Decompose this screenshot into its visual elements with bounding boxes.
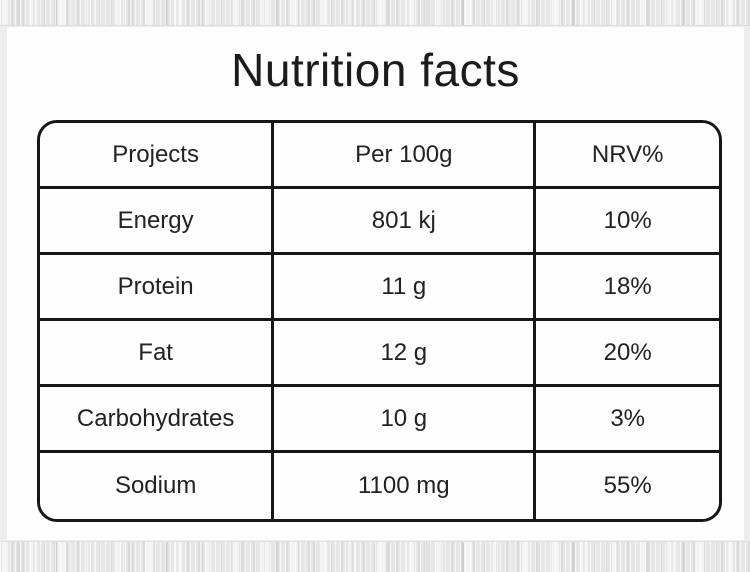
header-cell-projects: Projects: [40, 123, 275, 189]
cell-carbohydrates-per-100g: 10 g: [274, 387, 537, 453]
cell-energy-nrv: 10%: [536, 189, 719, 255]
top-texture-band: [0, 0, 750, 26]
header-cell-nrv: NRV%: [536, 123, 719, 189]
page-title: Nutrition facts: [231, 44, 520, 96]
cell-energy-name: Energy: [40, 189, 275, 255]
header-cell-per-100g: Per 100g: [274, 123, 537, 189]
cell-carbohydrates-nrv: 3%: [536, 387, 719, 453]
cell-protein-nrv: 18%: [536, 255, 719, 321]
cell-protein-name: Protein: [40, 255, 275, 321]
bottom-texture-band: [0, 541, 750, 572]
label-content-card: Nutrition facts Projects Per 100g NRV% E…: [7, 27, 744, 540]
cell-fat-name: Fat: [40, 321, 275, 387]
nutrition-facts-table: Projects Per 100g NRV% Energy 801 kj 10%…: [37, 120, 722, 522]
cell-sodium-nrv: 55%: [536, 453, 719, 519]
cell-protein-per-100g: 11 g: [274, 255, 537, 321]
cell-carbohydrates-name: Carbohydrates: [40, 387, 275, 453]
cell-sodium-name: Sodium: [40, 453, 275, 519]
cell-energy-per-100g: 801 kj: [274, 189, 537, 255]
cell-fat-per-100g: 12 g: [274, 321, 537, 387]
cell-sodium-per-100g: 1100 mg: [274, 453, 537, 519]
cell-fat-nrv: 20%: [536, 321, 719, 387]
